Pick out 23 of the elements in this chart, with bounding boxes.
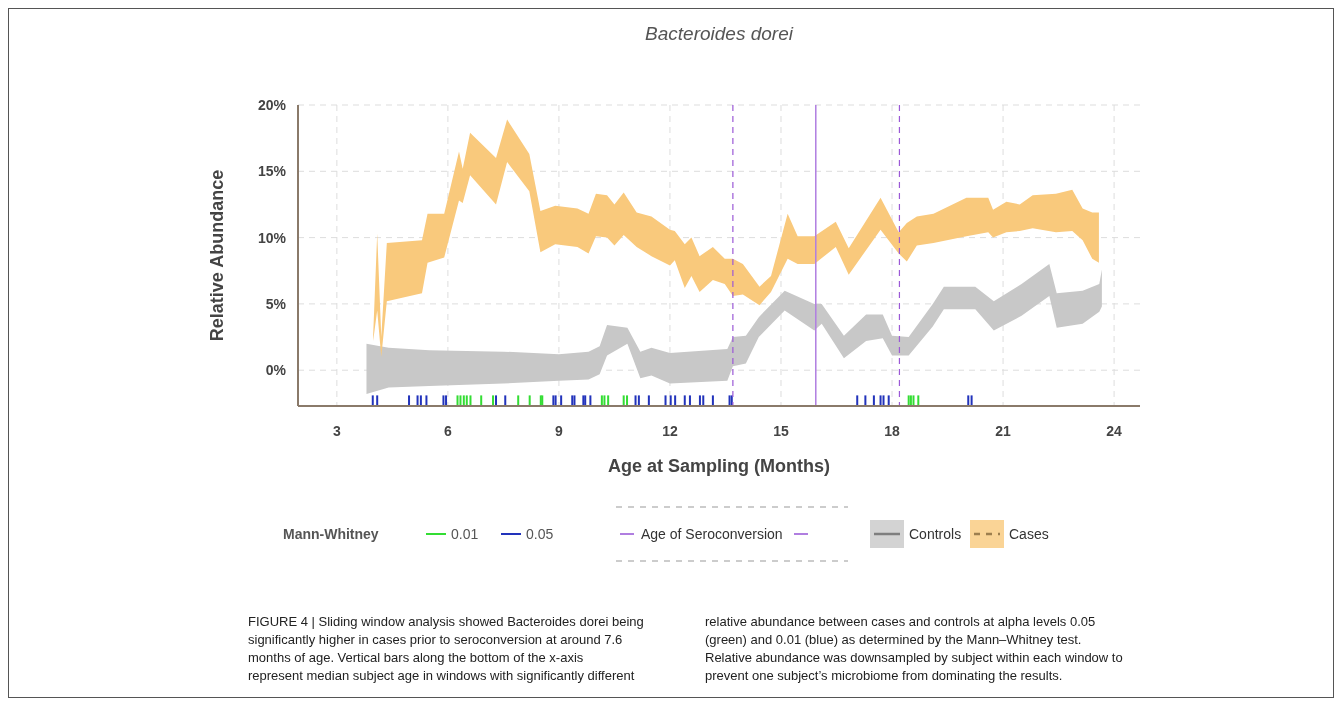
x-tick-label: 21 bbox=[995, 423, 1012, 439]
y-tick-label: 0% bbox=[265, 362, 287, 379]
x-tick-label: 12 bbox=[662, 423, 678, 439]
legend-label: Controls bbox=[909, 526, 962, 542]
x-tick-label: 18 bbox=[884, 423, 901, 439]
legend-title: Mann-Whitney bbox=[283, 526, 379, 542]
y-tick-label: 10% bbox=[257, 229, 287, 246]
chart-title: Bacteroides dorei bbox=[645, 23, 794, 44]
x-tick-label: 3 bbox=[332, 423, 341, 439]
legend-label: 0.05 bbox=[526, 526, 554, 542]
text: FIGURE 4 | Sliding window analysis showed Bacteroides dorei being significantly higher in cases prior to seroconversion at around 7.6 months of age. Vertical bars along the bottom of the x-axis represent median subject age in windows with significantly different relative abundance between cases and controls at alpha levels 0.05 (green) and 0.01 (blue) as determined by the Mann–Whitney test. Relative abundance was downsampled by subject within each window to prevent one subject’s microbiome from dominating the results. bbox=[248, 614, 1123, 683]
legend-label: 0.01 bbox=[451, 526, 479, 542]
legend-label: Age of Seroconversion bbox=[641, 526, 783, 542]
y-axis-title: Relative Abundance bbox=[207, 169, 227, 342]
x-tick-label: 15 bbox=[773, 423, 789, 439]
y-tick-label: 5% bbox=[265, 295, 287, 312]
y-tick-label: 20% bbox=[257, 97, 287, 113]
x-tick-label: 6 bbox=[444, 423, 452, 439]
legend-label: Cases bbox=[1009, 526, 1049, 542]
y-tick-label: 15% bbox=[257, 163, 287, 180]
x-axis-title: Age at Sampling (Months) bbox=[608, 456, 830, 476]
x-tick-label: 9 bbox=[555, 423, 564, 439]
x-tick-label: 24 bbox=[1106, 423, 1123, 439]
